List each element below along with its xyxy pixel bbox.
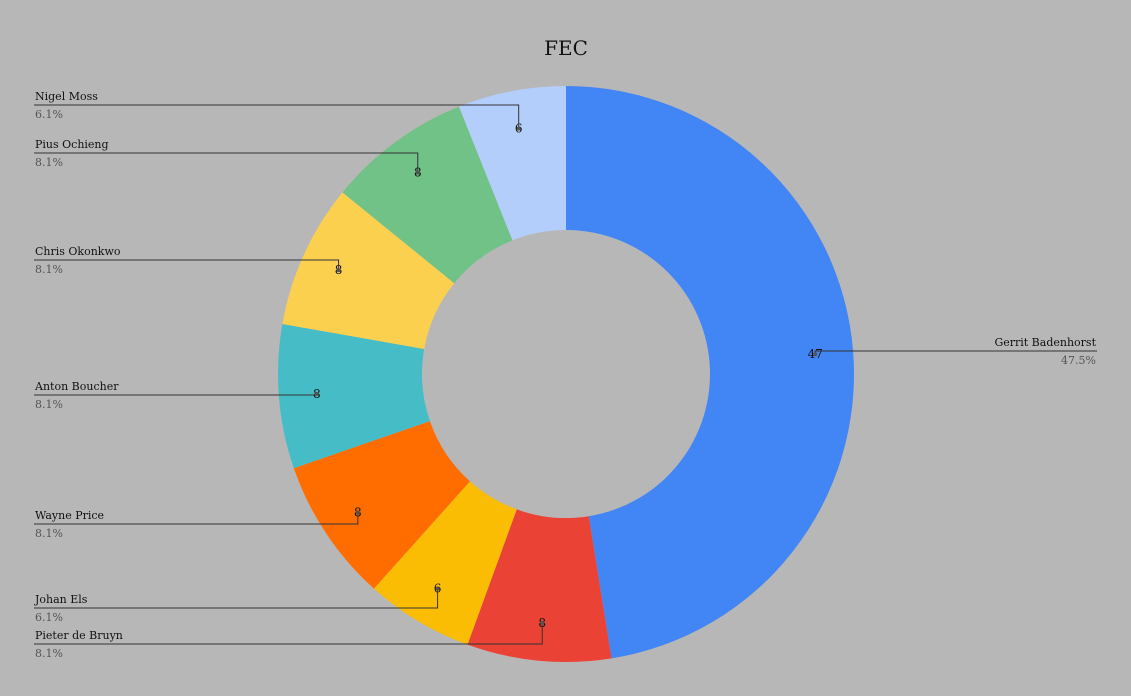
callout-percent: 6.1% bbox=[35, 611, 63, 624]
callout-percent: 8.1% bbox=[35, 398, 63, 411]
slice-wayne-price[interactable] bbox=[293, 421, 470, 589]
callout-name-gerrit-badenhorst: Gerrit Badenhorst bbox=[994, 336, 1096, 349]
slice-pieter-de-bruyn[interactable] bbox=[467, 509, 612, 662]
slice-pius-ochieng[interactable] bbox=[342, 106, 513, 284]
callout-leader-line bbox=[34, 259, 340, 271]
callout-dot bbox=[355, 510, 360, 515]
callout-dot bbox=[540, 620, 545, 625]
callout-name-wayne-price: Wayne Price bbox=[35, 509, 104, 522]
callout-leader-line bbox=[34, 152, 419, 173]
chart-title: FEC bbox=[544, 36, 588, 60]
callout-leader-line bbox=[814, 350, 1097, 355]
callout-percent: 6.1% bbox=[35, 108, 63, 121]
slice-chris-okonkwo[interactable] bbox=[282, 192, 455, 349]
callout-dot bbox=[336, 268, 341, 273]
callout-name-pius-ochieng: Pius Ochieng bbox=[35, 138, 109, 151]
callout-percent: 8.1% bbox=[35, 263, 63, 276]
callout-percent: 8.1% bbox=[35, 156, 63, 169]
callout-name-nigel-moss: Nigel Moss bbox=[35, 90, 98, 103]
callout-dot bbox=[435, 586, 440, 591]
callout-percent: 8.1% bbox=[35, 647, 63, 660]
callout-leader-line bbox=[34, 512, 359, 525]
callout-name-pieter-de-bruyn: Pieter de Bruyn bbox=[35, 629, 123, 642]
callout-percent: 8.1% bbox=[35, 527, 63, 540]
callout-dot bbox=[516, 126, 521, 131]
slice-johan-els[interactable] bbox=[373, 481, 517, 645]
callout-labels-group: Gerrit Badenhorst 47.5% Pieter de Bruyn 8.1… bbox=[34, 90, 1097, 660]
callout-name-chris-okonkwo: Chris Okonkwo bbox=[35, 245, 121, 258]
slice-nigel-moss[interactable] bbox=[458, 86, 566, 241]
callout-name-johan-els: Johan Els bbox=[34, 593, 88, 606]
callout-leader-line bbox=[34, 104, 520, 129]
slice-gerrit-badenhorst[interactable] bbox=[566, 86, 854, 659]
callout-leader-line bbox=[34, 588, 439, 609]
callout-dot bbox=[415, 170, 420, 175]
callout-dot bbox=[813, 352, 818, 357]
callout-percent: 47.5% bbox=[1061, 354, 1096, 367]
callout-leader-line bbox=[34, 622, 543, 645]
callout-dot bbox=[314, 391, 319, 396]
slices-group bbox=[278, 86, 854, 662]
slice-anton-boucher[interactable] bbox=[278, 323, 430, 469]
callout-name-anton-boucher: Anton Boucher bbox=[34, 380, 119, 393]
callout-leader-line bbox=[34, 393, 318, 396]
